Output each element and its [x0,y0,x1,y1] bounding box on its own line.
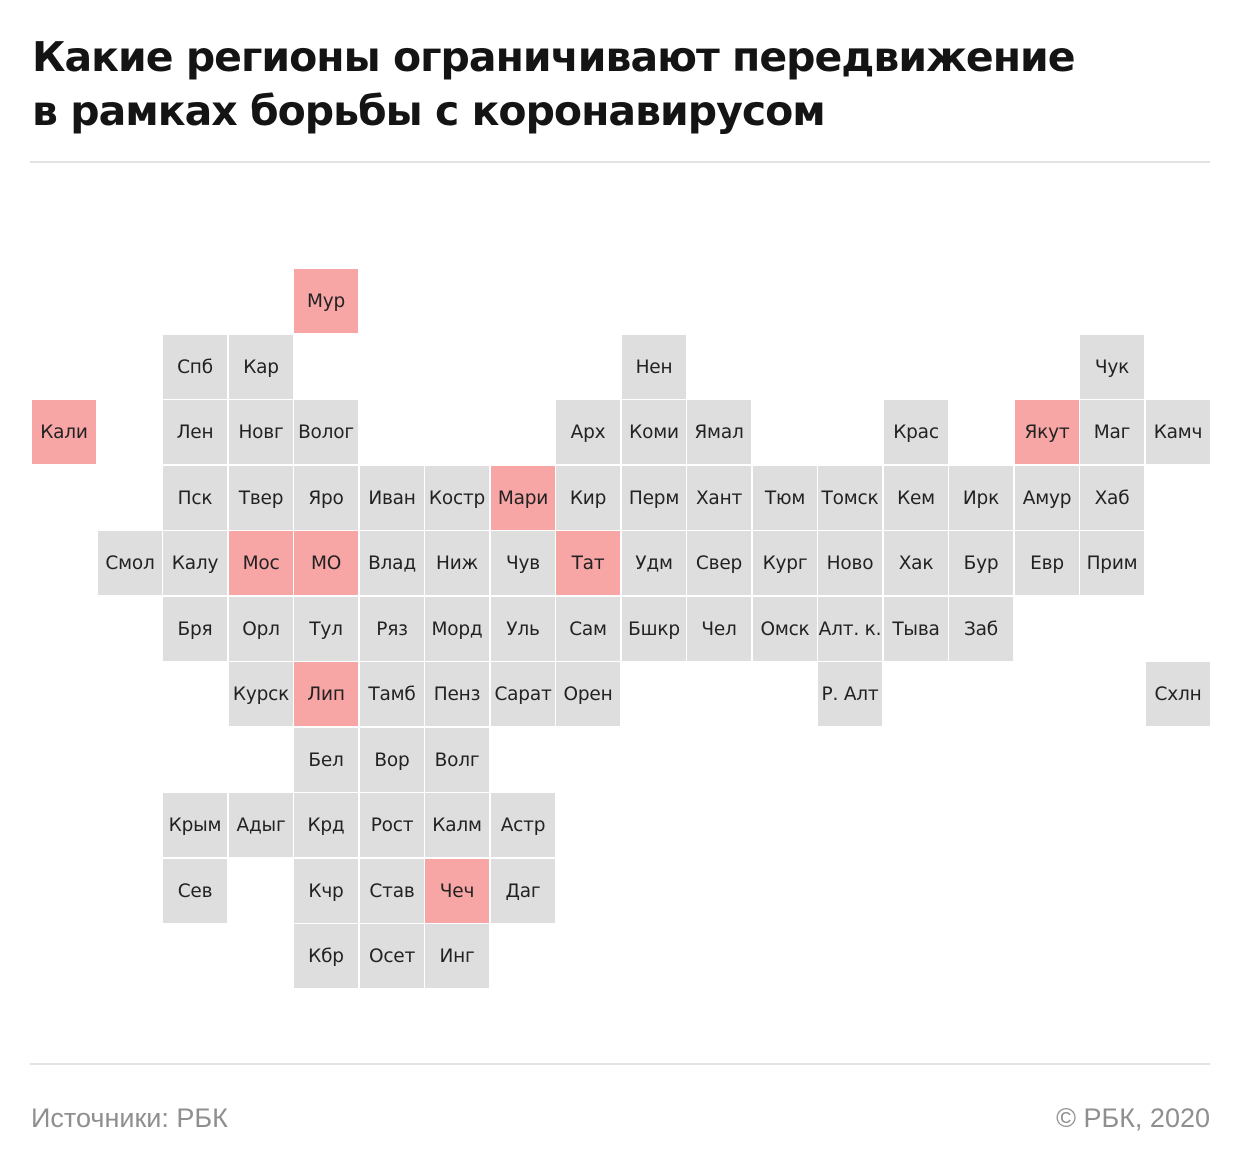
region-tile: Мари [491,466,555,530]
region-tile: Лен [163,400,227,464]
region-tile: Пенз [425,662,489,726]
region-tile: Камч [1146,400,1210,464]
region-tile: Томск [818,466,882,530]
region-tile: Ямал [687,400,751,464]
region-tile: Сев [163,859,227,923]
region-tile: Ниж [425,531,489,595]
region-tile: Омск [753,597,817,661]
chart-title: Какие регионы ограничивают передвижение … [32,30,1212,138]
region-tile: Чув [491,531,555,595]
bottom-divider [30,1063,1210,1065]
region-tile: Спб [163,335,227,399]
region-tile: Костр [425,466,489,530]
region-tile: Амур [1015,466,1079,530]
region-tile: Крас [884,400,948,464]
region-tile: Астр [491,793,555,857]
region-tile: Бел [294,728,358,792]
region-tile: Крым [163,793,227,857]
source-note: Источники: РБК [31,1103,228,1133]
region-tile: Тюм [753,466,817,530]
region-tile: Перм [622,466,686,530]
region-tile: Нен [622,335,686,399]
region-tile: Волг [425,728,489,792]
region-tile: Чеч [425,859,489,923]
region-tile: Осет [360,924,424,988]
region-tile: Яро [294,466,358,530]
region-tile: Волог [294,400,358,464]
region-tile: Крд [294,793,358,857]
region-tile: Мос [229,531,293,595]
region-tile: Иван [360,466,424,530]
region-tile: Смол [98,531,162,595]
region-tile: Бшкр [622,597,686,661]
region-tile: Бур [949,531,1013,595]
region-tile: Коми [622,400,686,464]
region-tile: Заб [949,597,1013,661]
region-tile: Кир [556,466,620,530]
region-tile: Хак [884,531,948,595]
region-tile: Тыва [884,597,948,661]
region-tile: Кали [32,400,96,464]
region-tile: Бря [163,597,227,661]
region-tile: Прим [1080,531,1144,595]
region-tile: Кбр [294,924,358,988]
region-tile: Влад [360,531,424,595]
chart-title-line-1: Какие регионы ограничивают передвижение [32,33,1076,81]
region-tile: Кчр [294,859,358,923]
region-tile: Морд [425,597,489,661]
region-tile: Тамб [360,662,424,726]
region-tile: Лип [294,662,358,726]
region-tile: Кем [884,466,948,530]
region-tile: МО [294,531,358,595]
region-tile: Калм [425,793,489,857]
region-tile: Твер [229,466,293,530]
region-tile: Инг [425,924,489,988]
region-tile: Кар [229,335,293,399]
region-tile: Новг [229,400,293,464]
region-tile: Орл [229,597,293,661]
region-tile: Даг [491,859,555,923]
chart-title-line-2: в рамках борьбы с коронавирусом [32,87,826,135]
region-tile: Чел [687,597,751,661]
region-tile: Калу [163,531,227,595]
region-tile: Адыг [229,793,293,857]
region-tile: Мур [294,269,358,333]
region-tile: Вор [360,728,424,792]
region-tile: Схлн [1146,662,1210,726]
region-tile: Хант [687,466,751,530]
region-tile: Р. Алт [818,662,882,726]
region-tile: Чук [1080,335,1144,399]
top-divider [30,161,1210,163]
region-tile: Якут [1015,400,1079,464]
region-tile: Став [360,859,424,923]
region-tile: Рост [360,793,424,857]
region-tile: Курск [229,662,293,726]
region-tile: Кург [753,531,817,595]
region-tile: Ряз [360,597,424,661]
region-tile: Хаб [1080,466,1144,530]
region-tile: Сарат [491,662,555,726]
region-tile: Евр [1015,531,1079,595]
region-tile: Орен [556,662,620,726]
region-tile: Ирк [949,466,1013,530]
region-tile: Арх [556,400,620,464]
region-tile: Пск [163,466,227,530]
region-tile: Тат [556,531,620,595]
region-tile: Уль [491,597,555,661]
region-tile: Удм [622,531,686,595]
region-tile: Маг [1080,400,1144,464]
region-tile: Сам [556,597,620,661]
region-tile: Ново [818,531,882,595]
region-tile: Алт. к. [818,597,882,661]
copyright-note: © РБК, 2020 [1056,1103,1210,1133]
region-tile: Свер [687,531,751,595]
region-tile: Тул [294,597,358,661]
